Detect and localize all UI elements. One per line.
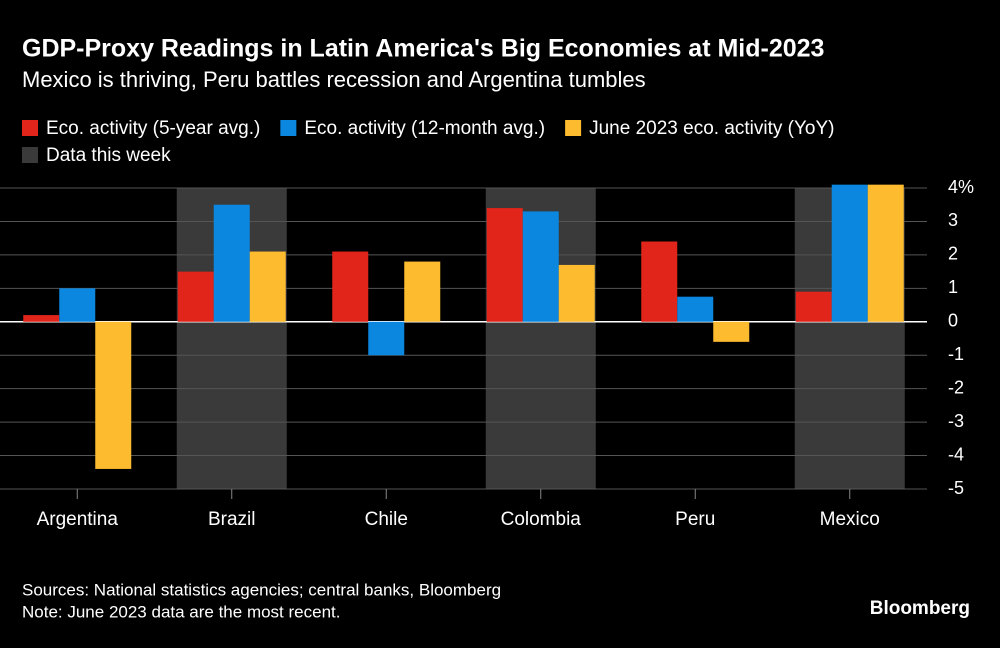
x-tick-label: Argentina (37, 509, 119, 530)
bar (867, 184, 904, 322)
bar (677, 296, 714, 322)
bar (713, 321, 750, 342)
bar (486, 208, 523, 322)
footnote: Note: June 2023 data are the most recent… (22, 602, 340, 621)
bar (23, 315, 60, 322)
bar (59, 288, 96, 322)
y-tick-label: -4 (948, 444, 964, 464)
bar (368, 321, 405, 356)
legend-label: June 2023 eco. activity (YoY) (589, 118, 834, 139)
y-tick-label: 4% (948, 177, 974, 197)
x-tick-label: Brazil (208, 509, 256, 530)
legend-label: Data this week (46, 145, 171, 166)
brand-logo: Bloomberg (870, 598, 970, 619)
y-tick-label: -2 (948, 377, 964, 397)
y-tick-label: 2 (948, 244, 958, 264)
y-tick-label: 1 (948, 277, 958, 297)
bar (522, 211, 559, 322)
legend-swatch (565, 120, 582, 136)
chart-subtitle: Mexico is thriving, Peru battles recessi… (22, 67, 646, 92)
legend-swatch (22, 147, 38, 163)
source-note: Sources: National statistics agencies; c… (22, 580, 501, 599)
x-tick-label: Chile (365, 509, 408, 530)
y-tick-label: 3 (948, 210, 958, 230)
bar (404, 261, 441, 322)
bar (332, 251, 369, 322)
legend-swatch (22, 120, 38, 136)
chart-title: GDP-Proxy Readings in Latin America's Bi… (22, 35, 824, 63)
y-tick-label: -5 (948, 478, 964, 498)
bar (177, 271, 214, 322)
bar (249, 251, 286, 322)
bar (795, 291, 832, 322)
legend-label: Eco. activity (12-month avg.) (304, 118, 545, 139)
x-tick-label: Peru (675, 509, 715, 530)
bar (831, 184, 868, 322)
legend-label: Eco. activity (5-year avg.) (46, 118, 260, 139)
bar (558, 264, 595, 322)
y-tick-label: -3 (948, 411, 964, 431)
bar (95, 321, 132, 469)
bar (641, 241, 678, 322)
x-tick-label: Colombia (501, 509, 582, 530)
legend-swatch (280, 120, 297, 136)
x-tick-label: Mexico (820, 509, 880, 530)
y-tick-label: 0 (948, 311, 958, 331)
bar (213, 204, 250, 322)
y-tick-label: -1 (948, 344, 964, 364)
